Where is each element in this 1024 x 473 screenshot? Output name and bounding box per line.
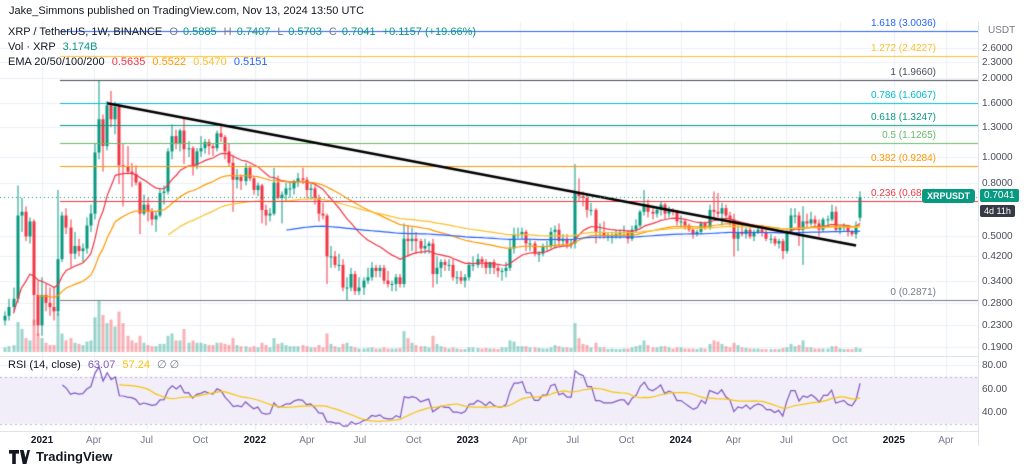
time-axis-month-label: Oct [618,435,635,446]
attribution-text: Jake_Simmons published on TradingView.co… [9,5,365,17]
price-tick-label: 0.2300 [982,320,1013,332]
time-axis[interactable]: 2021 Apr Jul Oct 2022 Apr Jul Oct 2023 Apr Jul Oct 2… [0,431,978,447]
rsi-hidden-values: ∅ ∅ [157,359,180,371]
time-axis-month-label: Oct [192,435,209,446]
open-value: 0.5885 [182,26,217,38]
symbol-label-badge: XRPUSDT [921,189,975,204]
price-tick-label: 0.5000 [982,231,1013,243]
ema100-value: 0.5470 [193,56,227,68]
close-value: 0.7041 [341,26,376,38]
rsi-legend: RSI (14, close) 63.07 57.24 ∅ ∅ [8,358,179,371]
low-value: 0.5703 [288,26,322,38]
open-label: O [169,26,178,38]
volume-label[interactable]: Vol · XRP [8,41,56,53]
fib-level-label: 0.5 (1.1265) [882,130,936,142]
ema-label[interactable]: EMA 20/50/100/200 [8,56,105,68]
rsi-tick-label: 60.00 [982,383,1008,395]
time-axis-month-label: Jul [780,435,793,446]
rsi-tick-label: 40.00 [982,407,1008,418]
time-axis-month-label: Apr [938,435,954,446]
price-tick-label: 0.2800 [982,297,1013,309]
time-axis-month-label: Oct [831,435,848,446]
rsi-value: 63.07 [87,359,116,371]
fib-level-label: 1 (1.9660) [890,66,936,78]
ema50-value: 0.5522 [152,56,187,68]
fib-level-label: 0.618 (1.3247) [870,111,936,123]
price-axis[interactable]: USDT 2.6000 2.3000 2.0000 1.6000 1.3000 1.000… [978,0,1024,446]
volume-legend-row: Vol · XRP 3.174B [8,40,476,55]
price-chart-canvas[interactable] [0,0,978,432]
time-axis-year-label: 2024 [669,435,692,446]
low-label: L [277,26,284,38]
high-value: 0.7407 [236,26,271,38]
fib-level-label: 0 (0.2871) [890,286,936,298]
time-axis-year-label: 2025 [882,435,905,446]
time-axis-month-label: Jul [353,435,367,446]
pane-separator[interactable] [0,356,1024,357]
symbol-title[interactable]: XRP / TetherUS, 1W, BINANCE [8,26,163,38]
fib-level-label: 1.272 (2.4227) [870,42,936,54]
rsi-tick-label: 80.00 [982,360,1008,371]
time-axis-month-label: Oct [405,435,422,446]
time-axis-month-label: Jul [566,435,580,446]
time-axis-month-label: Apr [299,435,315,446]
symbol-legend-row: XRP / TetherUS, 1W, BINANCE O 0.5885 H 0… [8,25,476,40]
tradingview-logo-text: TradingView [36,449,113,464]
time-axis-month-label: Apr [512,435,528,446]
rsi-label[interactable]: RSI (14, close) [8,359,81,371]
fib-level-label: 1.618 (3.0036) [870,18,936,29]
price-tick-label: 1.3000 [982,121,1013,133]
time-axis-year-label: 2021 [30,435,54,446]
ema-legend-row: EMA 20/50/100/200 0.5635 0.5522 0.5470 0… [8,55,476,70]
time-axis-month-label: Apr [85,435,102,446]
high-label: H [223,26,232,38]
ema200-value: 0.5151 [233,56,268,68]
fib-level-label: 0.382 (0.9284) [870,152,936,164]
close-label: C [328,26,337,38]
chart-legend: XRP / TetherUS, 1W, BINANCE O 0.5885 H 0… [8,25,476,70]
price-tick-label: 0.1900 [982,342,1013,354]
price-tick-label: 1.6000 [982,98,1013,110]
time-axis-month-label: Jul [140,435,154,446]
price-tick-label: 2.3000 [982,56,1013,68]
price-tick-label: 0.3400 [982,275,1013,287]
price-tick-label: 0.4200 [982,251,1013,263]
fib-level-label: 0.236 (0.6833) [870,187,936,199]
fib-level-label: 0.786 (1.6067) [870,89,936,101]
price-tick-label: 2.6000 [982,42,1013,54]
bar-countdown-badge: 4d 11h [980,205,1015,218]
volume-value: 3.174B [62,41,98,53]
price-tick-label: 2.0000 [982,72,1013,84]
time-axis-separator [0,431,1024,432]
rsi-ma-value: 57.24 [122,359,150,371]
tradingview-logo-icon [9,449,30,464]
ema20-value: 0.5635 [111,56,146,68]
change-value: +0.1157 (+19.66%) [382,26,477,38]
current-price-badge: 0.7041 [980,189,1019,203]
time-axis-month-label: Apr [725,435,742,446]
price-axis-currency: USDT [988,25,1016,36]
price-tick-label: 1.0000 [982,152,1013,163]
time-axis-year-label: 2023 [456,435,479,446]
time-axis-year-label: 2022 [243,435,267,446]
price-axis-separator [978,22,979,446]
tradingview-logo[interactable]: TradingView [9,449,112,464]
price-tick-label: 0.8000 [982,177,1013,189]
